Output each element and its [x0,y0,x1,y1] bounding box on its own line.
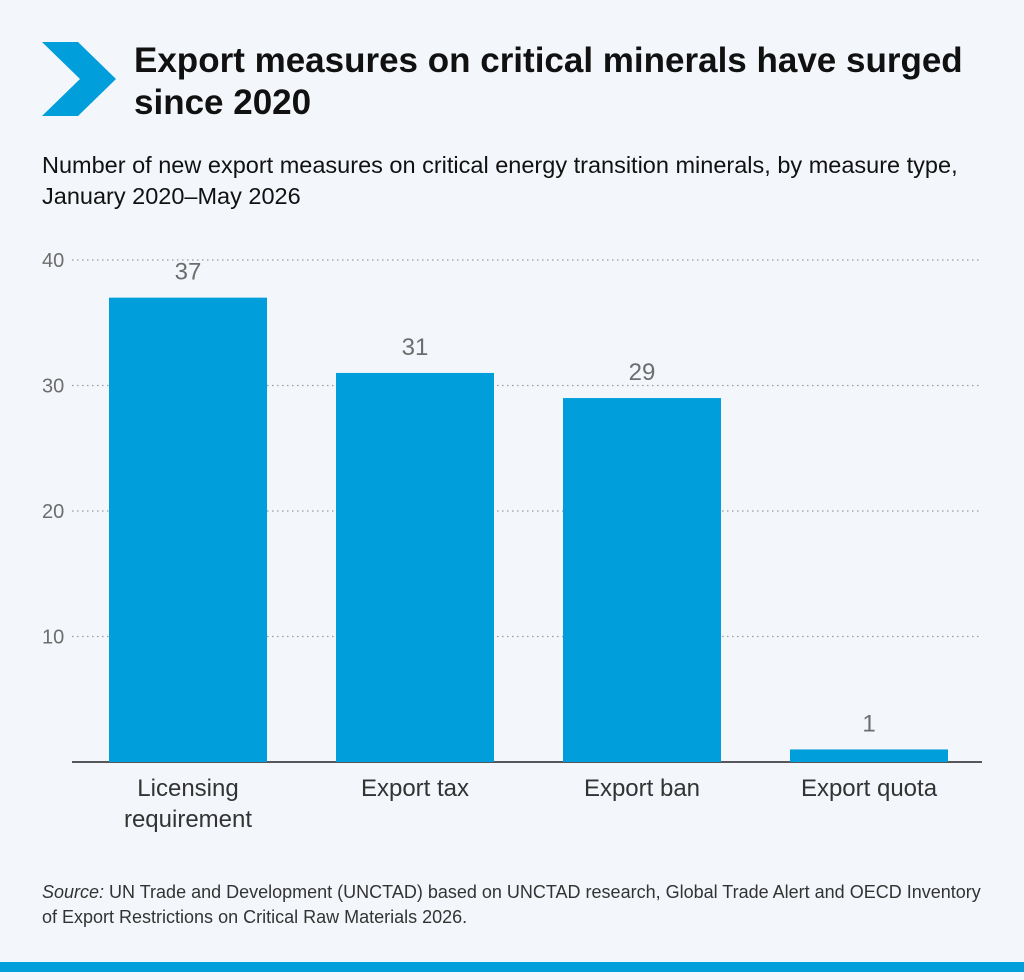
chart-subtitle: Number of new export measures on critica… [42,152,958,209]
source-prefix: Source: [42,882,105,902]
bar-chart: 10 20 30 40 37 31 29 1 Licensing requirement Exp… [42,250,982,833]
bar [790,749,948,762]
y-tick-label: 20 [42,501,64,523]
bottom-accent-bar [0,962,1024,972]
source-text: UN Trade and Development (UNCTAD) based … [42,882,981,927]
x-category-label: Export tax [361,775,469,802]
data-label: 31 [402,334,429,361]
bar [336,372,494,762]
data-label: 29 [629,359,656,386]
data-label: 1 [862,710,875,737]
y-tick-label: 30 [42,376,64,398]
data-label: 37 [175,259,202,286]
chevron-right-icon [42,42,116,116]
x-category-label: Export quota [801,775,938,802]
source-note: Source: UN Trade and Development (UNCTAD… [42,880,992,930]
y-tick-label: 40 [42,250,64,272]
y-tick-label: 10 [42,627,64,649]
x-category-label: Export ban [584,775,700,802]
bar [109,297,267,762]
bars [109,297,948,762]
data-labels: 37 31 29 1 [175,259,876,738]
category-labels: Licensing requirement Export tax Export ban… [124,775,938,833]
bar [563,398,721,762]
chart-title: Export measures on critical minerals hav… [134,41,963,122]
x-category-label: Licensing requirement [124,775,252,833]
